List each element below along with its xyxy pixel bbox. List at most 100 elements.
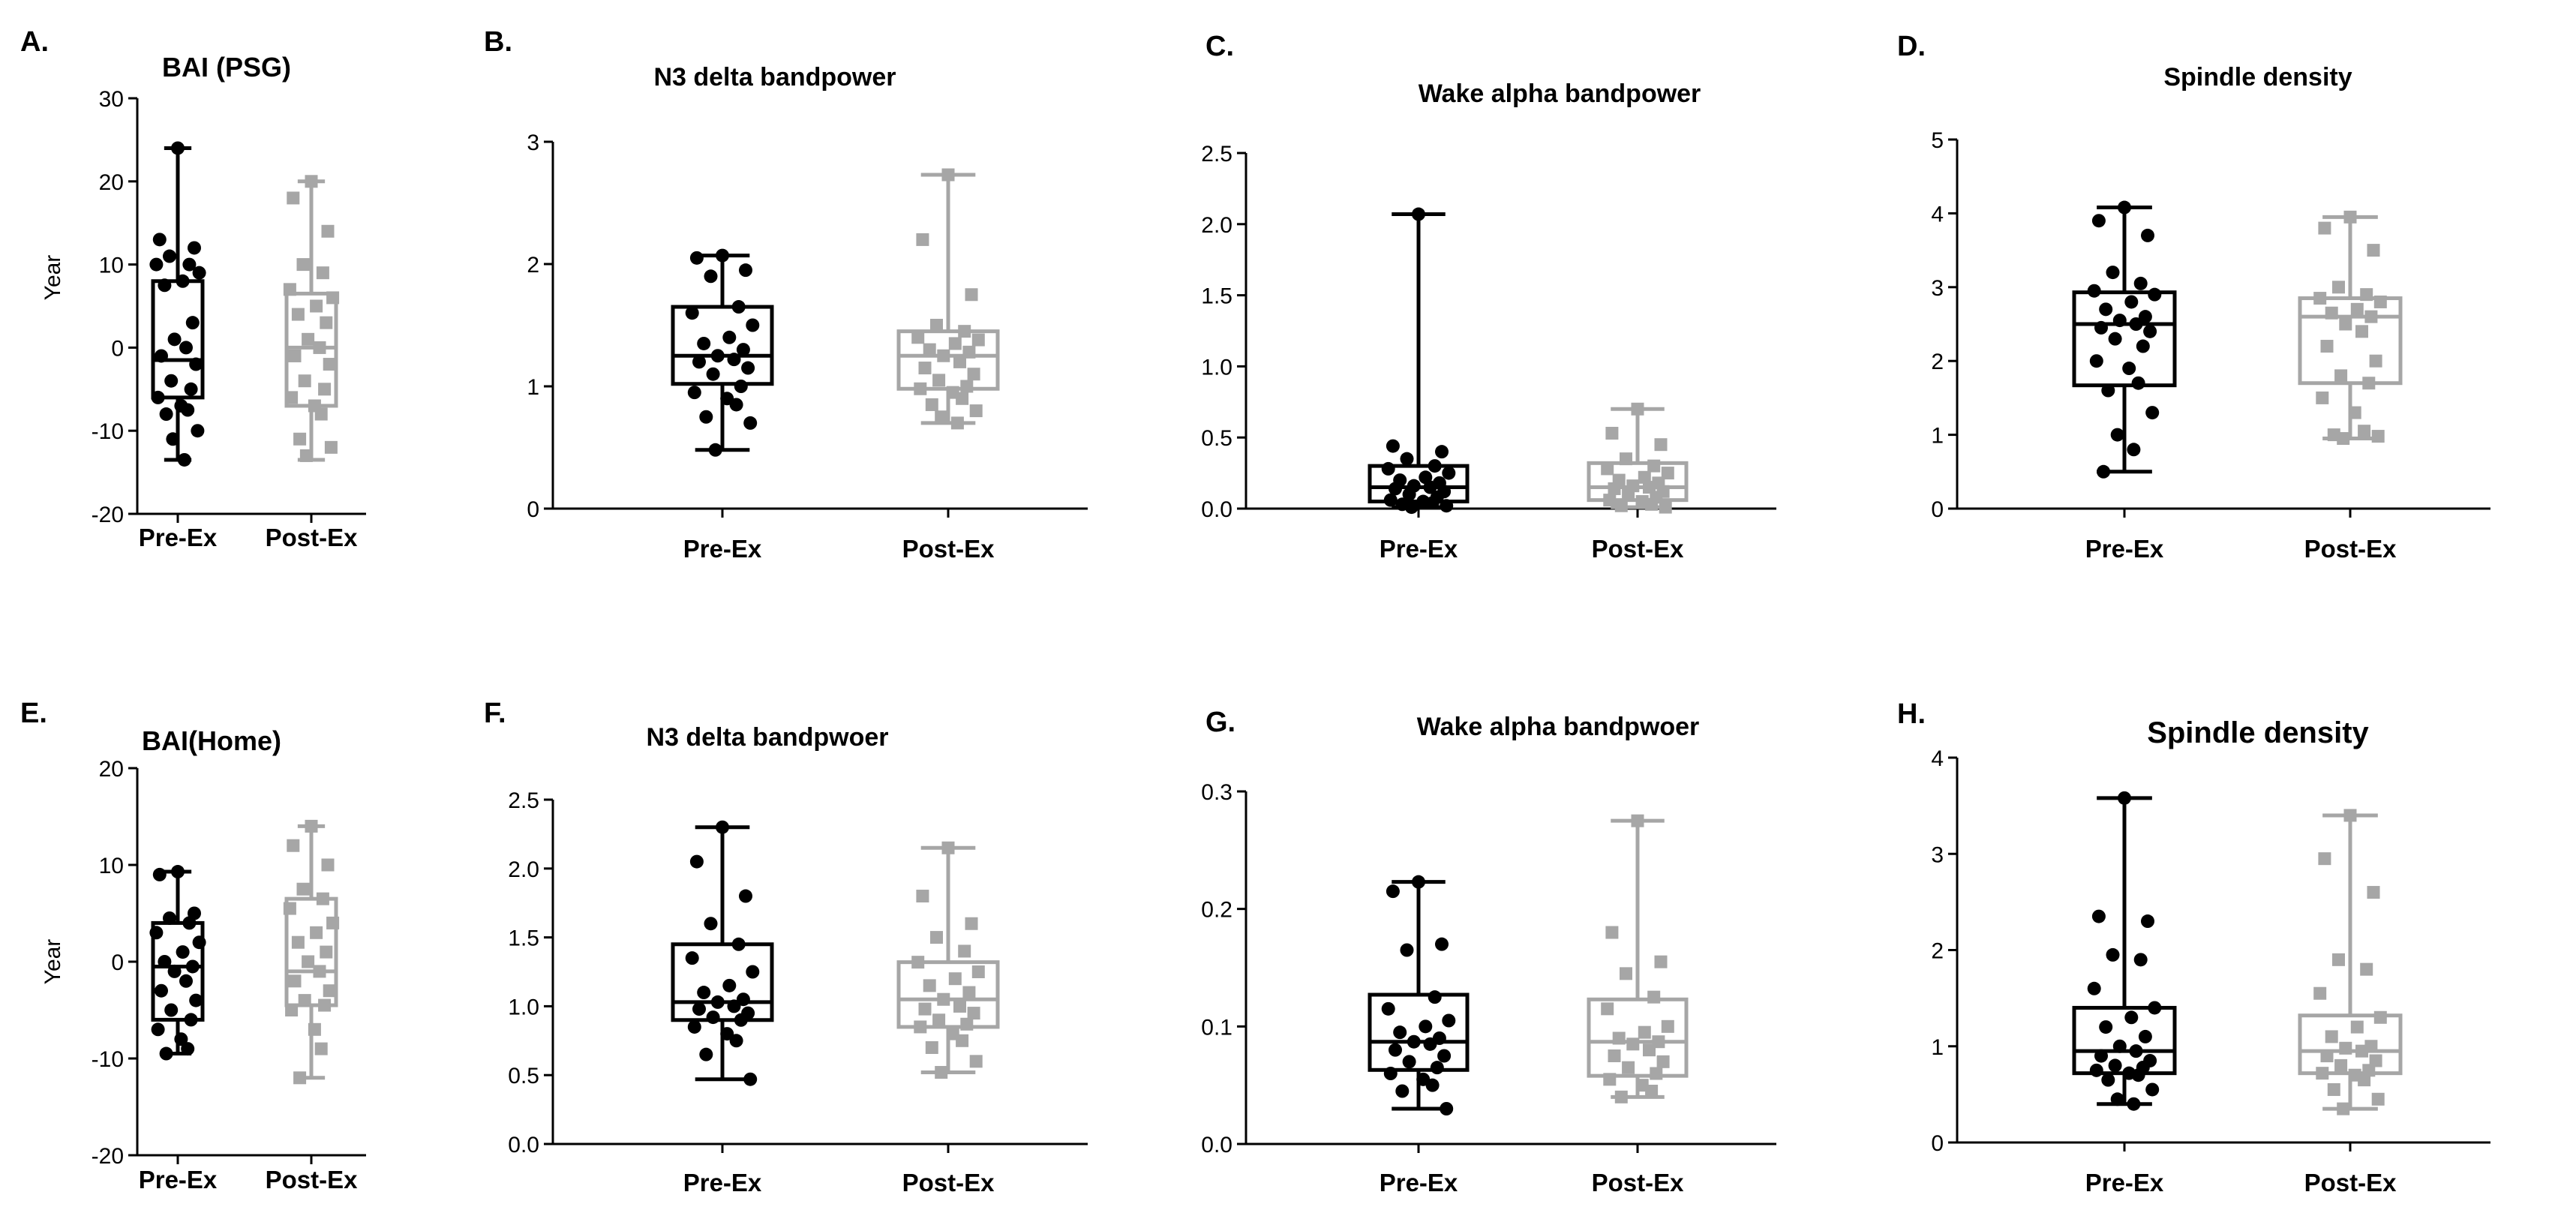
y-tick-label: 1 [527, 375, 539, 400]
data-point [1383, 493, 1398, 507]
data-point [298, 994, 311, 1007]
data-point [302, 955, 315, 968]
data-point [1435, 937, 1449, 951]
data-point [149, 926, 164, 940]
data-point [2318, 221, 2331, 235]
panel-letter: C. [1205, 31, 1234, 62]
data-point [962, 986, 976, 999]
data-point [326, 291, 340, 305]
data-point [192, 935, 206, 950]
y-tick-label: 0 [111, 336, 124, 361]
data-point [188, 241, 201, 255]
panel-letter: F. [484, 698, 506, 729]
series-post-ex [1587, 402, 1689, 514]
data-point [916, 233, 929, 246]
data-point [2367, 244, 2380, 257]
data-point [2110, 1092, 2124, 1106]
data-point [911, 956, 925, 969]
data-point [935, 410, 948, 424]
x-tick-label: Pre-Ex [2085, 535, 2164, 563]
y-tick-label: 0.0 [1201, 1133, 1232, 1157]
data-point [2355, 325, 2368, 338]
data-point [324, 440, 338, 454]
data-point [177, 452, 191, 467]
data-point [930, 931, 943, 944]
data-point [1661, 1019, 1674, 1033]
data-point [689, 854, 704, 869]
data-point [958, 944, 971, 958]
data-point [323, 358, 336, 371]
data-point [305, 819, 318, 833]
panel-letter: D. [1897, 31, 1926, 62]
data-point [687, 1019, 701, 1034]
data-point [710, 995, 725, 1009]
data-point [965, 288, 978, 302]
data-point [1647, 990, 1661, 1004]
data-point [1638, 1025, 1651, 1039]
data-point [296, 882, 310, 896]
data-point [932, 1013, 946, 1027]
x-tick-label: Post-Ex [2304, 535, 2397, 563]
data-point [935, 1066, 948, 1079]
data-point [189, 357, 203, 371]
data-point [969, 404, 983, 418]
y-tick-label: 0.1 [1201, 1015, 1232, 1040]
data-point [697, 986, 711, 1000]
data-point [283, 283, 296, 296]
data-point [2362, 377, 2376, 390]
data-point [727, 999, 741, 1013]
x-tick-label: Pre-Ex [1380, 535, 1458, 563]
data-point [185, 316, 200, 330]
data-point [296, 258, 310, 272]
y-tick-label: 10 [99, 254, 124, 278]
data-point [962, 345, 976, 359]
data-point [2118, 200, 2131, 215]
x-tick-label: Post-Ex [1592, 1169, 1685, 1196]
data-point [2110, 428, 2124, 442]
y-tick-label: 2 [1931, 939, 1944, 964]
data-point [2325, 306, 2338, 320]
data-point [716, 248, 729, 263]
data-point [179, 341, 193, 355]
data-point [2325, 1030, 2338, 1043]
data-point [2358, 425, 2371, 438]
box [1368, 992, 1470, 1072]
data-point [291, 308, 305, 321]
data-point [956, 392, 969, 405]
data-point [158, 955, 172, 968]
series-post-ex [2298, 809, 2403, 1115]
data-point [2127, 443, 2141, 457]
data-point [1423, 480, 1437, 494]
data-point [2334, 1058, 2348, 1072]
data-point [2373, 295, 2387, 308]
data-point [2106, 947, 2120, 962]
y-tick-label: 0 [111, 950, 124, 975]
series-post-ex [283, 819, 340, 1085]
data-point [308, 1022, 321, 1036]
panel-e: E. BAI(Home) -20 -10 0 10 20 Year Pre-Ex Post-Ex [20, 698, 366, 1193]
data-point [316, 892, 329, 905]
y-tick-label: 1 [1931, 1035, 1944, 1060]
panel-b: B. N3 delta bandpower 0 1 2 3 Pre-Ex Post-Ex [484, 26, 1088, 563]
data-point [925, 398, 938, 411]
data-point [2369, 1054, 2382, 1067]
data-point [2148, 1001, 2162, 1015]
data-point [948, 337, 962, 350]
data-point [1407, 1034, 1421, 1049]
data-point [739, 263, 752, 278]
data-point [1647, 459, 1661, 473]
data-point [151, 390, 165, 404]
data-point [1605, 427, 1619, 440]
data-point [2316, 1067, 2329, 1080]
data-point [163, 249, 176, 263]
y-tick-label: 0 [1931, 1131, 1944, 1156]
data-point [1412, 207, 1425, 221]
data-point [1601, 1002, 1614, 1016]
y-tick-label: 20 [99, 170, 124, 195]
data-point [1622, 1061, 1635, 1074]
data-point [1389, 1043, 1402, 1057]
box [896, 960, 1000, 1029]
data-point [956, 1034, 969, 1047]
data-point [1423, 1037, 1437, 1051]
data-point [918, 1002, 932, 1016]
